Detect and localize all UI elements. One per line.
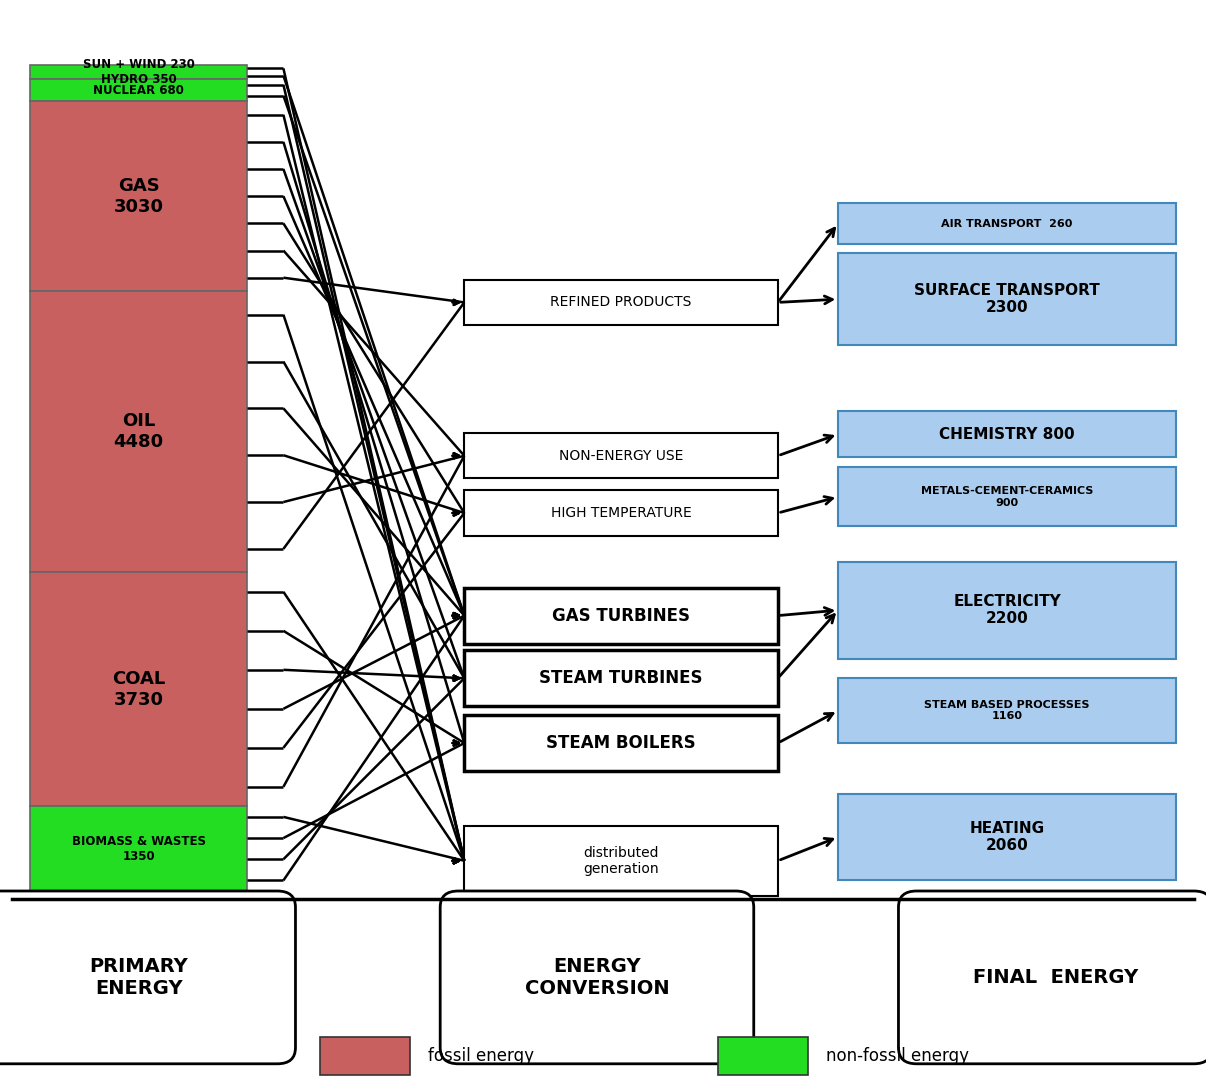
Text: FINAL  ENERGY: FINAL ENERGY xyxy=(972,968,1138,987)
FancyBboxPatch shape xyxy=(30,807,247,891)
FancyBboxPatch shape xyxy=(838,562,1176,659)
FancyBboxPatch shape xyxy=(464,433,778,478)
Text: ENERGY
CONVERSION: ENERGY CONVERSION xyxy=(525,957,669,998)
Text: NUCLEAR 680: NUCLEAR 680 xyxy=(93,84,185,97)
Text: METALS-CEMENT-CERAMICS
900: METALS-CEMENT-CERAMICS 900 xyxy=(921,486,1093,508)
Text: GAS TURBINES: GAS TURBINES xyxy=(552,607,690,624)
FancyBboxPatch shape xyxy=(464,715,778,771)
FancyBboxPatch shape xyxy=(838,203,1176,244)
Text: SUN + WIND 230
HYDRO 350: SUN + WIND 230 HYDRO 350 xyxy=(83,58,194,86)
FancyBboxPatch shape xyxy=(30,79,247,102)
Text: GAS
3030: GAS 3030 xyxy=(113,177,164,216)
Text: HEATING
2060: HEATING 2060 xyxy=(970,821,1044,853)
FancyBboxPatch shape xyxy=(838,467,1176,526)
Text: ELECTRICITY
2200: ELECTRICITY 2200 xyxy=(953,594,1061,626)
FancyBboxPatch shape xyxy=(440,891,754,1064)
FancyBboxPatch shape xyxy=(718,1037,808,1076)
Text: CHEMISTRY 800: CHEMISTRY 800 xyxy=(939,427,1075,442)
FancyBboxPatch shape xyxy=(838,253,1176,346)
FancyBboxPatch shape xyxy=(30,102,247,292)
FancyBboxPatch shape xyxy=(898,891,1206,1064)
Text: SURFACE TRANSPORT
2300: SURFACE TRANSPORT 2300 xyxy=(914,283,1100,315)
FancyBboxPatch shape xyxy=(838,411,1176,457)
Text: NON-ENERGY USE: NON-ENERGY USE xyxy=(558,449,684,462)
FancyBboxPatch shape xyxy=(464,588,778,644)
FancyBboxPatch shape xyxy=(30,572,247,807)
Text: fossil energy: fossil energy xyxy=(428,1048,534,1065)
FancyBboxPatch shape xyxy=(0,891,295,1064)
FancyBboxPatch shape xyxy=(464,280,778,325)
FancyBboxPatch shape xyxy=(30,65,247,79)
Text: STEAM BOILERS: STEAM BOILERS xyxy=(546,734,696,752)
Text: OIL
4480: OIL 4480 xyxy=(113,413,164,451)
Text: HIGH TEMPERATURE: HIGH TEMPERATURE xyxy=(551,507,691,519)
Text: PRIMARY
ENERGY: PRIMARY ENERGY xyxy=(89,957,188,998)
Text: non-fossil energy: non-fossil energy xyxy=(826,1048,970,1065)
FancyBboxPatch shape xyxy=(464,490,778,536)
Text: BIOMASS & WASTES
1350: BIOMASS & WASTES 1350 xyxy=(71,835,206,863)
Text: STEAM BASED PROCESSES
1160: STEAM BASED PROCESSES 1160 xyxy=(924,700,1090,721)
Text: STEAM TURBINES: STEAM TURBINES xyxy=(539,670,703,687)
Text: AIR TRANSPORT  260: AIR TRANSPORT 260 xyxy=(942,218,1072,229)
Text: REFINED PRODUCTS: REFINED PRODUCTS xyxy=(550,296,692,309)
FancyBboxPatch shape xyxy=(838,794,1176,880)
FancyBboxPatch shape xyxy=(838,678,1176,743)
FancyBboxPatch shape xyxy=(464,825,778,896)
FancyBboxPatch shape xyxy=(464,650,778,706)
FancyBboxPatch shape xyxy=(320,1037,410,1076)
Text: distributed
generation: distributed generation xyxy=(584,846,658,876)
FancyBboxPatch shape xyxy=(30,292,247,572)
Text: COAL
3730: COAL 3730 xyxy=(112,670,165,708)
